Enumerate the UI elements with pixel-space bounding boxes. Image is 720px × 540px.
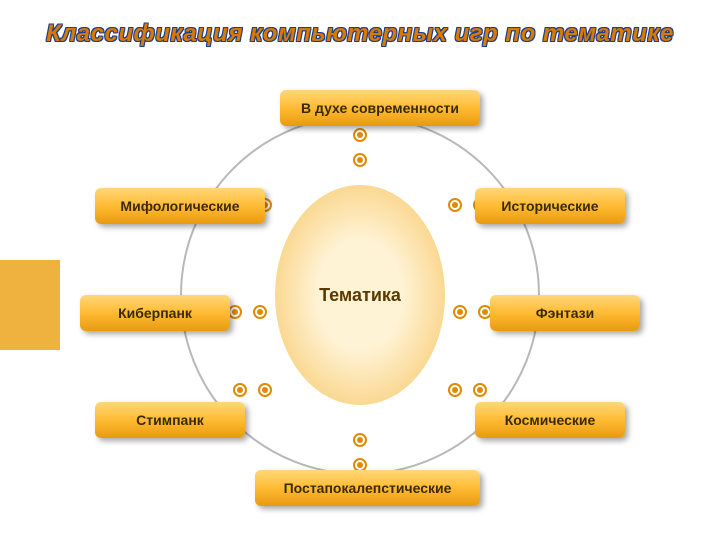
node-steampunk: Стимпанк	[95, 402, 245, 438]
connector-dot	[233, 383, 247, 397]
connector-dot	[353, 128, 367, 142]
node-label: Постапокалепстические	[284, 480, 452, 496]
node-myth: Мифологические	[95, 188, 265, 224]
node-cyberpunk: Киберпанк	[80, 295, 230, 331]
side-accent-bar	[0, 260, 60, 350]
node-label: Мифологические	[120, 198, 239, 214]
connector-dot	[453, 305, 467, 319]
connector-dot	[353, 153, 367, 167]
node-label: Исторические	[501, 198, 598, 214]
node-label: Стимпанк	[136, 412, 204, 428]
node-label: Космические	[505, 412, 596, 428]
page-title: Классификация компьютерных игр по темати…	[0, 20, 720, 48]
connector-dot	[253, 305, 267, 319]
node-label: Киберпанк	[118, 305, 192, 321]
node-modern: В духе современности	[280, 90, 480, 126]
node-space: Космические	[475, 402, 625, 438]
node-label: В духе современности	[301, 100, 459, 116]
connector-dot	[258, 383, 272, 397]
node-fantasy: Фэнтази	[490, 295, 640, 331]
connector-dot	[228, 305, 242, 319]
radial-diagram: Тематика В духе современности Исторически…	[60, 70, 660, 520]
connector-dot	[448, 383, 462, 397]
connector-dot	[448, 198, 462, 212]
node-historical: Исторические	[475, 188, 625, 224]
center-label: Тематика	[319, 285, 401, 306]
center-oval: Тематика	[275, 185, 445, 405]
node-label: Фэнтази	[536, 305, 595, 321]
connector-dot	[353, 433, 367, 447]
title-text: Классификация компьютерных игр по темати…	[46, 20, 674, 47]
connector-dot	[473, 383, 487, 397]
node-postapoc: Постапокалепстические	[255, 470, 480, 506]
